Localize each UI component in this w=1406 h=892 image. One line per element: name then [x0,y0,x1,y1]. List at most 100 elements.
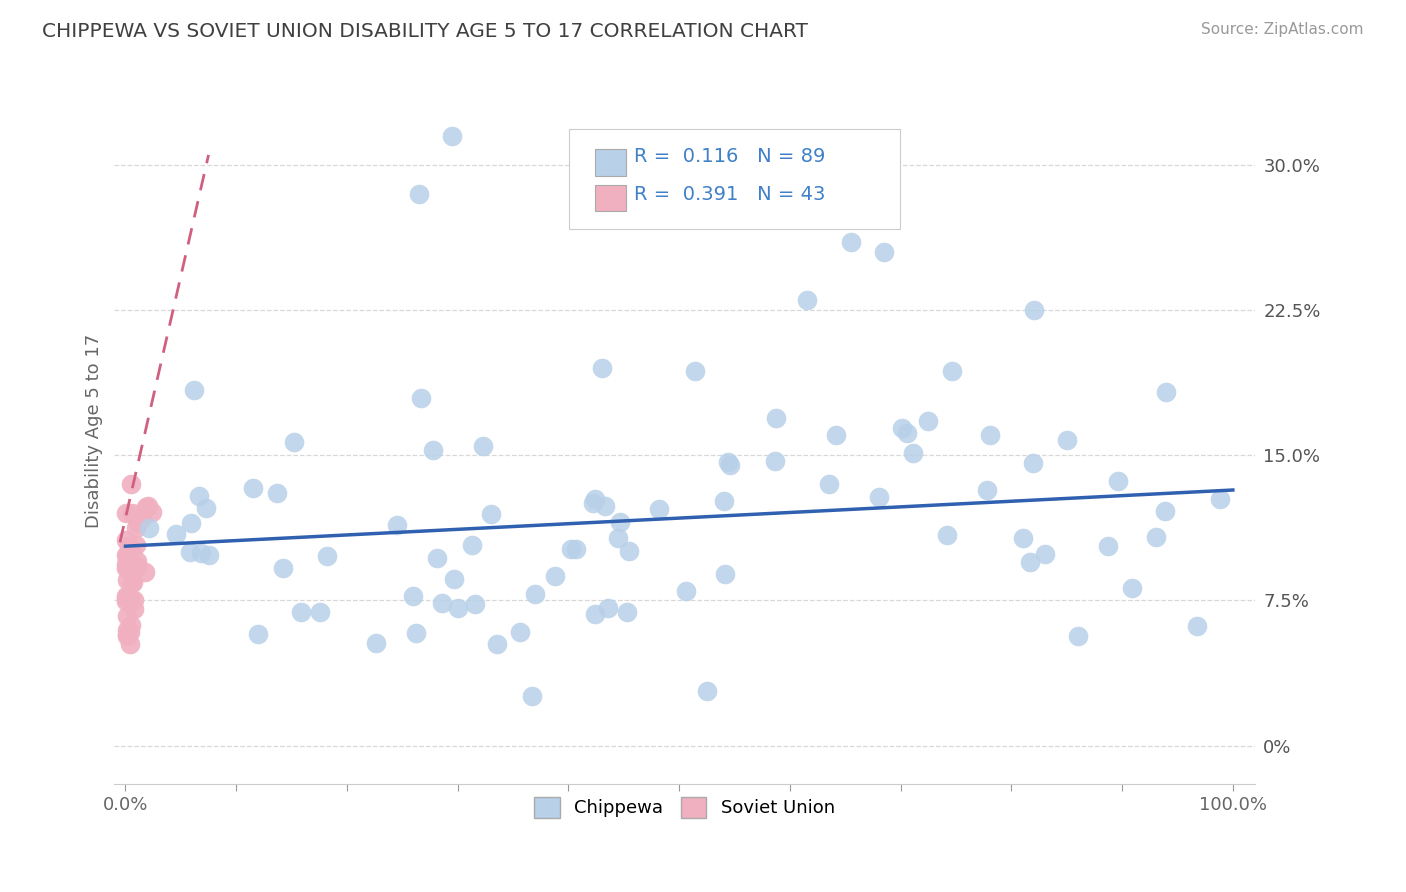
Point [583,607,606,622]
Point [366,636,388,650]
Point [718,458,741,472]
Point [115,561,138,575]
Point [696,684,718,698]
Point [1067,629,1090,643]
Point [120,617,142,632]
Point [763,454,786,468]
Point [183,383,205,397]
Point [115,623,138,637]
Point [309,605,332,619]
Point [1018,555,1040,569]
Point [138,521,160,535]
Point [125,521,148,535]
Point [472,439,495,453]
Point [464,597,486,611]
Point [408,186,430,201]
Point [891,421,914,435]
Point [765,411,787,425]
Point [818,476,841,491]
Point [194,500,217,515]
Point [118,592,141,607]
Point [675,583,697,598]
Point [120,558,142,572]
Legend: Chippewa, Soviet Union: Chippewa, Soviet Union [527,789,842,825]
Point [198,548,221,562]
Point [461,538,484,552]
Point [115,573,138,587]
Point [117,560,139,574]
Point [115,608,138,623]
Point [509,625,531,640]
Text: CHIPPEWA VS SOVIET UNION DISABILITY AGE 5 TO 17 CORRELATION CHART: CHIPPEWA VS SOVIET UNION DISABILITY AGE … [42,22,808,41]
Point [839,235,862,249]
Point [179,544,201,558]
Point [120,558,142,572]
Point [1185,618,1208,632]
Point [648,501,671,516]
Point [290,605,312,619]
Point [117,549,139,563]
Point [1097,539,1119,553]
Point [583,491,606,506]
Point [187,489,209,503]
Point [120,625,142,640]
Point [430,596,453,610]
Point [560,541,582,556]
Point [120,542,142,557]
Point [115,506,138,520]
Text: Source: ZipAtlas.com: Source: ZipAtlas.com [1201,22,1364,37]
Point [523,586,546,600]
Point [125,537,148,551]
Point [135,500,157,514]
Point [1011,531,1033,545]
Point [1144,530,1167,544]
Point [520,689,543,703]
Point [479,507,502,521]
Point [443,572,465,586]
Point [824,428,846,442]
Point [717,455,740,469]
Point [122,561,145,575]
Point [316,549,339,563]
Point [134,566,156,580]
Point [409,391,432,405]
Point [115,557,138,571]
Point [121,506,143,520]
Point [115,589,138,603]
Point [1156,385,1178,400]
Point [242,481,264,495]
Point [115,594,138,608]
Text: R =  0.116   N = 89: R = 0.116 N = 89 [634,147,825,166]
Point [917,414,939,428]
Point [544,568,567,582]
Point [617,543,640,558]
Point [115,533,138,547]
Point [127,516,149,530]
Point [1033,548,1056,562]
Point [122,574,145,589]
Point [402,589,425,603]
Point [868,490,890,504]
Point [141,505,163,519]
Point [405,625,427,640]
Point [796,293,818,308]
Point [115,629,138,643]
Point [901,446,924,460]
Point [283,435,305,450]
Point [247,626,270,640]
Point [1022,302,1045,317]
Point [941,364,963,378]
Point [873,244,896,259]
Point [115,548,138,562]
Point [120,477,142,491]
Point [606,531,628,545]
Point [582,496,605,510]
Point [591,361,613,376]
Point [564,541,586,556]
Point [1107,474,1129,488]
Point [387,517,409,532]
Point [1121,581,1143,595]
Point [131,510,153,524]
Point [447,600,470,615]
Point [593,499,616,513]
